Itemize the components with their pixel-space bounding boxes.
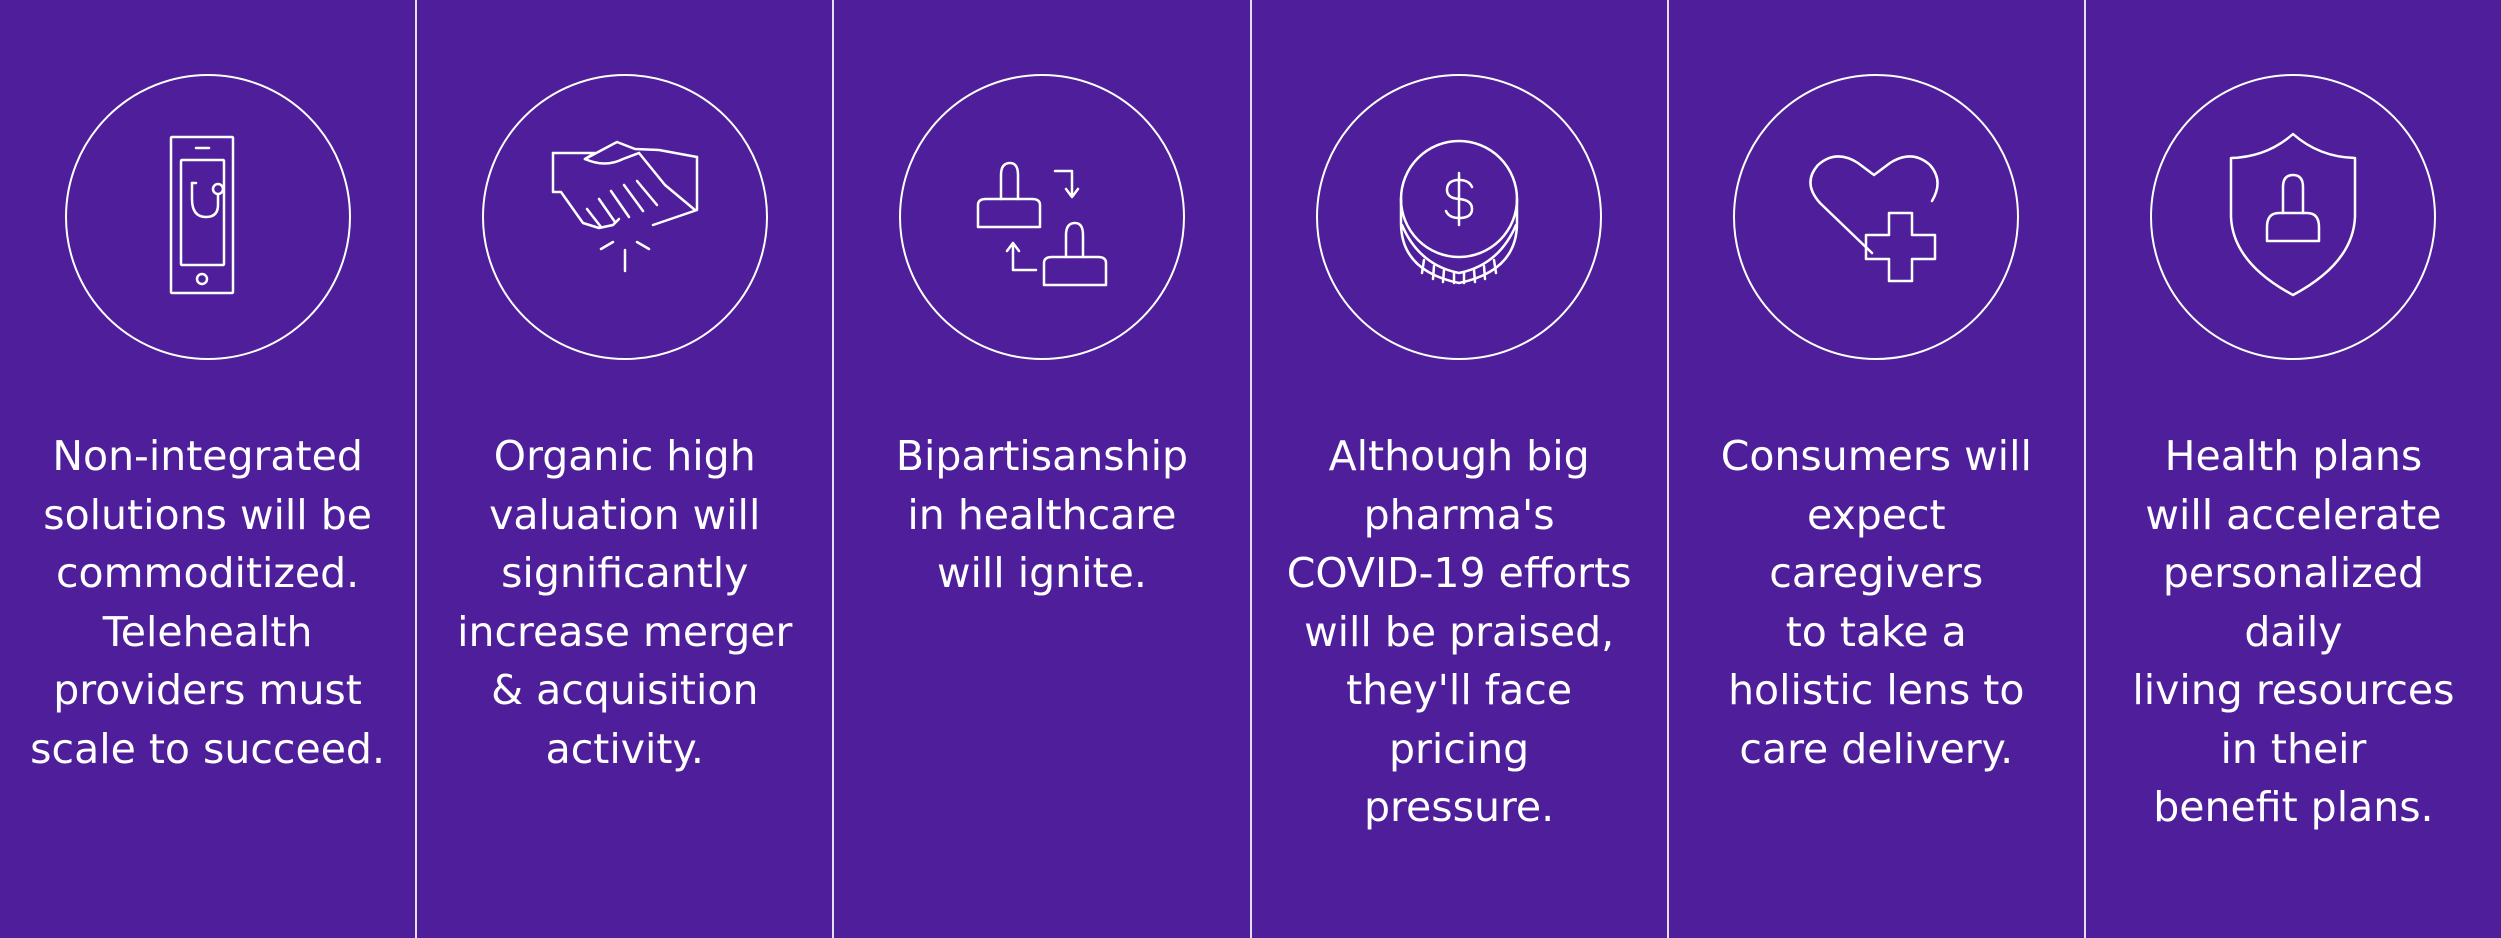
- prediction-text: Consumers will expect caregivers to take…: [1720, 432, 2032, 773]
- icon-circle: [481, 74, 768, 360]
- icon-circle: [2150, 74, 2437, 360]
- prediction-text: Although big pharma's COVID-19 efforts w…: [1286, 432, 1632, 831]
- prediction-text: Health plans will accelerate personalize…: [2132, 432, 2455, 831]
- icon-circle: [1733, 74, 2020, 360]
- shield-person-icon: [2203, 125, 2383, 305]
- handshake-icon: [535, 125, 715, 305]
- prediction-text: Bipartisanship in healthcare will ignite…: [895, 432, 1189, 597]
- prediction-panel: Consumers will expect caregivers to take…: [1666, 0, 2084, 938]
- icon-circle: [64, 74, 351, 360]
- prediction-panel: Organic high valuation will significantl…: [415, 0, 832, 938]
- prediction-text: Non-integrated solutions will be commodi…: [30, 432, 385, 773]
- icon-circle: [898, 74, 1185, 360]
- icon-circle: [1316, 74, 1603, 360]
- prediction-panel: Although big pharma's COVID-19 efforts w…: [1249, 0, 1667, 938]
- prediction-panel: Health plans will accelerate personalize…: [2083, 0, 2501, 938]
- coin-dollar-icon: [1369, 125, 1549, 305]
- prediction-panel: Non-integrated solutions will be commodi…: [0, 0, 415, 938]
- people-exchange-icon: [952, 125, 1132, 305]
- prediction-panel: Bipartisanship in healthcare will ignite…: [832, 0, 1249, 938]
- prediction-text: Organic high valuation will significantl…: [457, 432, 793, 773]
- heart-plus-icon: [1786, 125, 1966, 305]
- tablet-stethoscope-icon: [118, 125, 298, 305]
